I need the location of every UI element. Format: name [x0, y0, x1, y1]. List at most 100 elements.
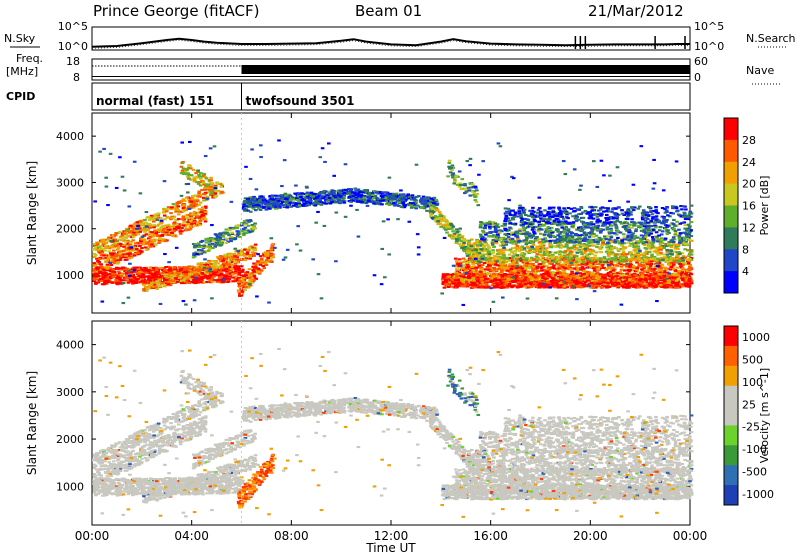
power-cell	[251, 201, 256, 204]
power-cell	[659, 283, 663, 286]
power-cell	[636, 286, 641, 289]
power-colorbar-tick: 28	[742, 134, 756, 147]
power-cell	[495, 286, 500, 289]
power-cell	[495, 284, 499, 287]
power-cell	[328, 193, 333, 196]
power-cell	[125, 252, 130, 255]
power-cell	[204, 185, 208, 188]
power-cell	[290, 198, 295, 201]
power-cell	[633, 279, 638, 282]
power-cell	[288, 199, 293, 202]
power-cell	[284, 201, 289, 204]
power-cell	[233, 255, 237, 258]
power-cell	[191, 195, 196, 198]
power-cell	[121, 266, 126, 269]
power-cell	[122, 232, 126, 235]
power-cell	[157, 230, 162, 233]
power-cell	[265, 254, 269, 257]
power-cell	[231, 276, 235, 279]
power-cell	[181, 224, 186, 227]
power-cell	[224, 257, 229, 260]
time-xtick: 20:00	[573, 529, 608, 543]
power-cell	[268, 198, 273, 201]
power-cell	[238, 294, 242, 297]
power-cell	[342, 192, 347, 195]
power-cell	[204, 237, 208, 240]
power-cell	[203, 250, 207, 253]
power-cell	[187, 214, 192, 217]
nave-line-twofsound	[241, 65, 690, 74]
power-cell	[149, 243, 154, 246]
power-cell	[127, 280, 132, 283]
power-cell	[635, 283, 640, 286]
power-cell	[144, 289, 149, 292]
power-cell	[122, 230, 126, 233]
power-cell	[172, 205, 177, 208]
power-cell	[385, 203, 389, 206]
power-cell	[541, 280, 545, 283]
nsearch-label: N.Search	[746, 32, 796, 45]
power-cell	[176, 205, 181, 208]
power-cell	[196, 263, 201, 266]
power-cell	[137, 274, 141, 277]
power-cell	[200, 239, 205, 242]
power-cell	[437, 210, 442, 213]
power-cell	[144, 233, 149, 236]
power-cell	[354, 198, 358, 201]
velocity-colorbar-tick: -500	[742, 465, 767, 478]
power-colorbar-tick: 8	[742, 243, 749, 256]
power-cell	[543, 281, 548, 284]
power-cell	[280, 195, 284, 198]
power-cell	[190, 216, 194, 219]
power-cell	[214, 260, 218, 263]
power-cell	[639, 281, 643, 284]
power-cell	[224, 228, 229, 231]
power-cell	[347, 195, 352, 198]
power-cell	[207, 243, 212, 246]
power-cell	[213, 185, 218, 188]
power-cell	[262, 255, 267, 258]
power-cell	[244, 257, 249, 260]
power-cell	[223, 255, 227, 258]
power-cell	[681, 283, 686, 286]
power-cell	[401, 193, 406, 196]
power-cell	[190, 203, 195, 206]
power-cell	[148, 241, 152, 244]
power-cell	[269, 202, 273, 205]
power-cell	[142, 276, 146, 279]
power-cell	[428, 210, 433, 213]
power-cell	[305, 191, 310, 194]
power-cell	[259, 205, 264, 208]
cpid-segment	[241, 82, 691, 111]
power-cell	[461, 281, 466, 284]
power-cell	[394, 193, 399, 196]
power-cell	[343, 190, 347, 193]
power-cell	[179, 172, 184, 175]
power-cell	[307, 197, 312, 200]
power-cell	[649, 262, 654, 265]
power-cell	[105, 259, 110, 262]
power-cell	[138, 270, 142, 273]
power-cell	[254, 277, 258, 280]
power-cell	[104, 244, 108, 247]
power-cell	[243, 259, 248, 262]
power-cell	[200, 272, 204, 275]
power-cell	[126, 281, 131, 284]
power-cell	[236, 261, 240, 264]
power-cell	[212, 271, 217, 274]
power-cell	[210, 268, 214, 271]
power-cell	[421, 197, 426, 200]
power-cell	[197, 174, 201, 177]
power-cell	[198, 268, 203, 271]
power-cell	[241, 254, 246, 257]
power-cell	[203, 187, 207, 190]
power-cell	[453, 279, 458, 282]
power-cell	[391, 202, 396, 205]
power-cell	[128, 226, 132, 229]
power-cell	[195, 215, 200, 218]
power-cell	[199, 215, 203, 218]
power-cell	[158, 238, 162, 241]
power-cell	[248, 230, 253, 233]
power-cell	[99, 263, 103, 266]
power-cell	[152, 220, 156, 223]
